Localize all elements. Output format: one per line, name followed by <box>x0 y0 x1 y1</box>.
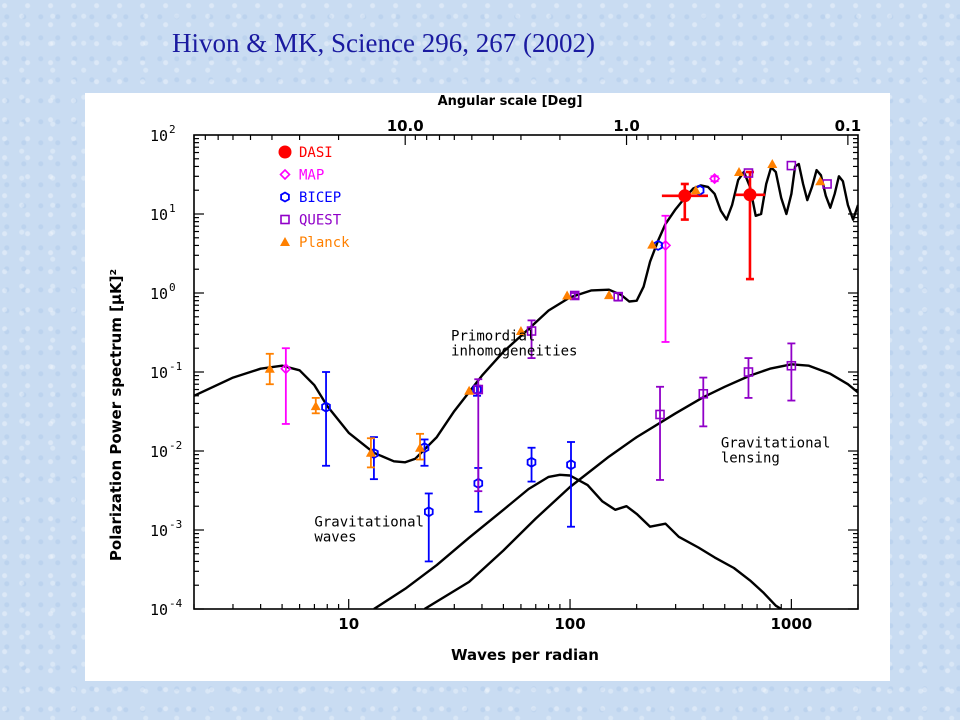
y-tick-exponent: -3 <box>169 518 182 531</box>
map-point <box>708 173 721 185</box>
curve-label-lensing: Gravitational <box>721 436 831 452</box>
curve-gravitational-waves <box>373 473 782 609</box>
quest-point <box>569 290 580 301</box>
y-tick-exponent: -4 <box>169 597 183 610</box>
planck-point <box>464 385 475 395</box>
chart-panel: Angular scale [Deg] Waves per radian Pol… <box>85 93 890 681</box>
quest-point <box>473 384 484 395</box>
curve-label-gravitational-waves: Gravitational <box>314 515 424 531</box>
quest-point <box>743 367 754 377</box>
curve-labels: PrimordialinhomogeneitiesGravitationalle… <box>314 329 830 546</box>
series-dasi <box>661 170 765 281</box>
quest-point <box>743 168 754 178</box>
planck-point <box>734 167 745 177</box>
legend-marker-bicep <box>280 191 290 203</box>
x-tick-label: 100 <box>554 615 585 633</box>
planck-point <box>515 326 526 336</box>
legend-label-dasi: DASI <box>299 145 333 161</box>
bicep-point <box>566 459 576 471</box>
planck-point <box>604 290 615 300</box>
bicep-point <box>423 506 434 518</box>
series-quest <box>473 160 832 493</box>
series-map <box>280 173 721 425</box>
y-tick-exponent: -2 <box>169 439 182 452</box>
y-tick-exponent: 2 <box>169 123 176 136</box>
curve-label-primordial: inhomogeneities <box>451 344 577 360</box>
y-tick-label: 10 <box>150 443 168 461</box>
series-planck <box>264 158 826 469</box>
y-tick-exponent: 0 <box>169 281 176 294</box>
legend-marker-map <box>279 168 291 181</box>
planck-point <box>815 176 826 186</box>
y-tick-label: 10 <box>150 601 168 619</box>
dasi-point <box>743 188 757 202</box>
planck-point <box>562 290 573 300</box>
planck-point <box>690 185 701 195</box>
top-tick-label: 10.0 <box>387 117 424 135</box>
legend-label-planck: Planck <box>299 235 350 251</box>
x-tick-label: 10 <box>338 615 359 633</box>
y-tick-label: 10 <box>150 364 168 382</box>
planck-point <box>767 158 778 168</box>
bicep-point <box>653 239 663 251</box>
y-tick-label: 10 <box>150 522 168 540</box>
quest-point <box>698 388 709 399</box>
legend-label-bicep: BICEP <box>299 190 341 206</box>
quest-point <box>526 326 537 336</box>
data-points <box>264 158 832 563</box>
power-spectrum-chart: Angular scale [Deg] Waves per radian Pol… <box>107 94 861 664</box>
planck-point <box>415 442 426 452</box>
y-tick-label: 10 <box>150 206 168 224</box>
curve-primordial <box>194 162 858 464</box>
y-tick-label: 10 <box>150 285 168 303</box>
planck-point <box>310 401 321 411</box>
quest-point <box>786 160 797 171</box>
planck-point <box>365 447 376 457</box>
curve-label-primordial: Primordial <box>451 329 535 345</box>
top-tick-label: 1.0 <box>613 117 640 135</box>
x-axis-label: Waves per radian <box>451 646 599 664</box>
curve-label-gravitational-waves: waves <box>314 530 356 546</box>
quest-point <box>655 409 665 420</box>
bicep-point <box>321 401 331 413</box>
top-tick-label: 0.1 <box>835 117 862 135</box>
theory-curves <box>194 162 858 609</box>
planck-point <box>264 363 275 373</box>
y-tick-exponent: 1 <box>169 202 176 215</box>
y-axis-label: Polarization Power spectrum [μK]² <box>107 269 125 561</box>
top-axis-label: Angular scale [Deg] <box>438 94 583 109</box>
planck-point <box>647 239 658 249</box>
curve-label-lensing: lensing <box>721 451 780 467</box>
legend: DASI MAP BICEP QUEST Planck <box>278 145 350 251</box>
y-tick-label: 10 <box>150 127 168 145</box>
x-tick-label: 1000 <box>770 615 812 633</box>
y-tick-exponent: -1 <box>169 360 182 373</box>
legend-marker-planck <box>280 237 290 246</box>
quest-point <box>786 360 797 371</box>
legend-marker-quest <box>280 214 290 225</box>
bicep-point <box>526 456 537 468</box>
slide-title: Hivon & MK, Science 296, 267 (2002) <box>172 28 595 58</box>
dasi-point <box>678 189 692 203</box>
series-bicep <box>321 184 705 563</box>
legend-label-map: MAP <box>299 168 324 184</box>
quest-point <box>613 291 623 302</box>
legend-label-quest: QUEST <box>299 213 342 229</box>
legend-marker-dasi <box>278 145 292 159</box>
map-point <box>280 363 292 375</box>
